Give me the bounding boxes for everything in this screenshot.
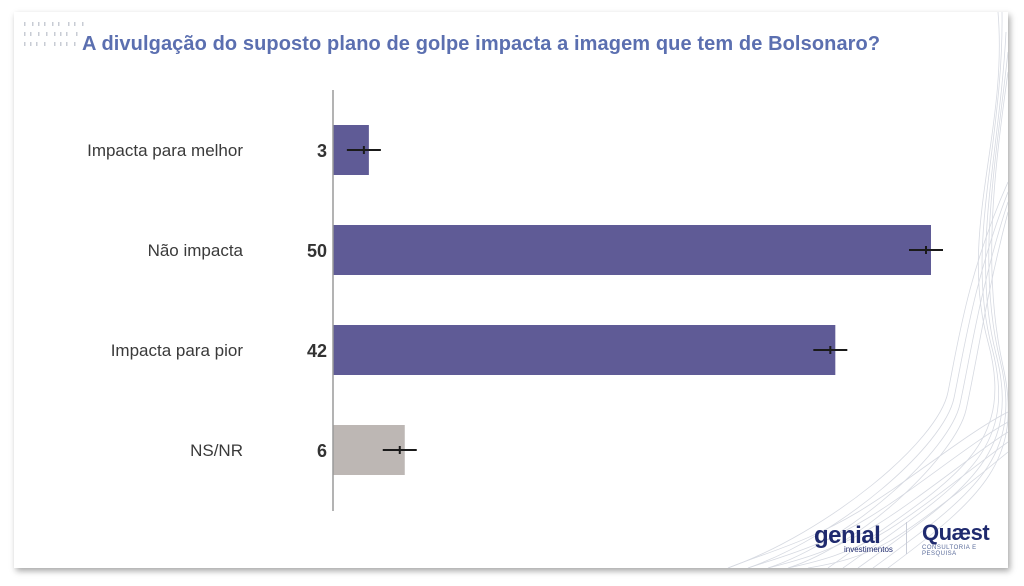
category-label: NS/NR bbox=[190, 441, 243, 460]
category-label: Não impacta bbox=[148, 241, 244, 260]
quaest-logo-subtitle: CONSULTORIA E PESQUISA bbox=[922, 545, 977, 557]
genial-logo: genial bbox=[814, 522, 881, 549]
bar bbox=[333, 325, 836, 375]
slide: A divulgação do suposto plano de golpe i… bbox=[14, 12, 1008, 568]
value-label: 6 bbox=[317, 441, 327, 461]
value-label: 50 bbox=[307, 241, 327, 261]
chart-title: A divulgação do suposto plano de golpe i… bbox=[82, 33, 881, 55]
bar-chart: Impacta para melhor 3 Não impacta 50 Impacta… bbox=[87, 90, 943, 511]
category-label: Impacta para pior bbox=[111, 341, 244, 360]
quaest-logo: Quæst bbox=[922, 520, 990, 545]
value-label: 42 bbox=[307, 341, 327, 361]
category-label: Impacta para melhor bbox=[87, 141, 243, 160]
wave-lines-decoration bbox=[727, 12, 1008, 568]
value-label: 3 bbox=[317, 141, 327, 161]
genial-logo-subtitle: investimentos bbox=[844, 545, 893, 554]
dots-pattern-icon bbox=[24, 22, 84, 46]
logo-divider bbox=[906, 522, 907, 554]
bar bbox=[333, 225, 931, 275]
sponsor-logos: genial investimentos Quæst CONSULTORIA E… bbox=[814, 520, 1004, 560]
